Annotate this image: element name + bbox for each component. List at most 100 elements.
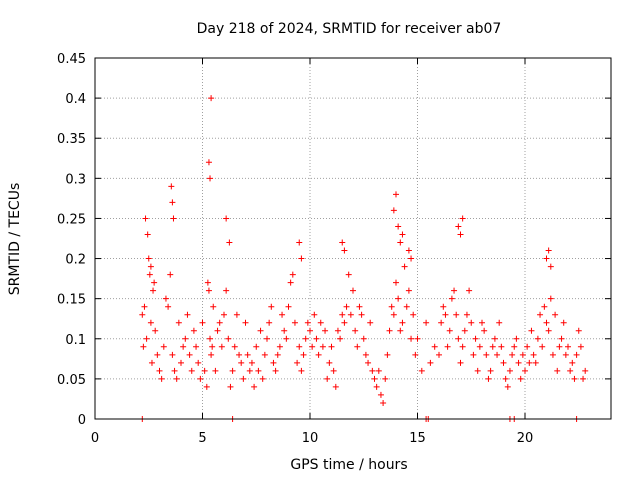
data-point bbox=[408, 335, 415, 342]
data-point bbox=[147, 319, 154, 326]
data-point bbox=[315, 351, 322, 358]
data-point bbox=[506, 367, 513, 374]
data-point bbox=[395, 295, 402, 302]
data-point bbox=[210, 303, 217, 310]
data-point bbox=[498, 343, 505, 350]
data-point bbox=[408, 255, 415, 262]
data-point bbox=[418, 367, 425, 374]
data-point bbox=[175, 319, 182, 326]
data-point bbox=[145, 255, 152, 262]
data-point bbox=[225, 335, 232, 342]
data-point bbox=[565, 343, 571, 350]
data-point bbox=[541, 303, 548, 310]
y-tick-label: 0.35 bbox=[57, 132, 86, 147]
data-point bbox=[168, 183, 175, 190]
data-point bbox=[373, 383, 380, 390]
data-point bbox=[313, 335, 320, 342]
data-point bbox=[184, 311, 191, 318]
data-point bbox=[457, 231, 464, 238]
data-point bbox=[393, 191, 399, 198]
data-point bbox=[334, 327, 341, 334]
y-tick-label: 0.25 bbox=[57, 212, 86, 227]
data-point bbox=[261, 351, 268, 358]
data-point bbox=[279, 311, 286, 318]
x-tick-label: 15 bbox=[409, 431, 426, 446]
data-point bbox=[528, 327, 535, 334]
data-point bbox=[491, 335, 498, 342]
data-point bbox=[212, 367, 219, 374]
data-point bbox=[543, 319, 550, 326]
data-point bbox=[141, 303, 148, 310]
data-point bbox=[547, 295, 554, 302]
data-point bbox=[382, 375, 389, 382]
data-point bbox=[272, 367, 279, 374]
data-point bbox=[431, 343, 438, 350]
data-point bbox=[147, 263, 154, 270]
data-point bbox=[365, 359, 372, 366]
data-point bbox=[345, 271, 352, 278]
data-point bbox=[519, 351, 526, 358]
data-point bbox=[390, 311, 397, 318]
data-point bbox=[461, 327, 468, 334]
data-point bbox=[494, 351, 501, 358]
data-point bbox=[367, 319, 374, 326]
data-point bbox=[470, 351, 477, 358]
data-point bbox=[502, 375, 509, 382]
gridlines bbox=[95, 58, 611, 419]
data-point bbox=[459, 343, 466, 350]
data-point bbox=[457, 359, 464, 366]
data-point bbox=[207, 335, 214, 342]
y-tick-label: 0.15 bbox=[57, 293, 86, 308]
data-point bbox=[170, 215, 177, 222]
data-point bbox=[253, 343, 260, 350]
data-point bbox=[251, 383, 258, 390]
data-point bbox=[534, 335, 541, 342]
data-point bbox=[414, 335, 421, 342]
data-point bbox=[577, 343, 584, 350]
data-point bbox=[556, 343, 563, 350]
data-point bbox=[240, 375, 247, 382]
data-point bbox=[405, 247, 412, 254]
data-point bbox=[377, 391, 384, 398]
data-point bbox=[337, 335, 344, 342]
data-point bbox=[341, 319, 348, 326]
data-point bbox=[360, 335, 367, 342]
data-point bbox=[362, 351, 369, 358]
data-point bbox=[285, 303, 292, 310]
data-point bbox=[294, 359, 301, 366]
data-point bbox=[530, 351, 537, 358]
data-point bbox=[397, 327, 404, 334]
data-point bbox=[322, 327, 329, 334]
y-tick-label: 0.45 bbox=[57, 52, 86, 67]
data-point bbox=[485, 375, 492, 382]
data-point bbox=[144, 231, 151, 238]
data-point bbox=[242, 319, 249, 326]
data-point bbox=[390, 207, 397, 214]
data-point bbox=[326, 359, 333, 366]
data-point bbox=[257, 327, 264, 334]
data-point bbox=[339, 239, 346, 246]
data-point bbox=[517, 375, 524, 382]
data-point bbox=[332, 383, 339, 390]
data-point bbox=[328, 343, 335, 350]
data-point bbox=[216, 319, 223, 326]
data-point bbox=[481, 327, 488, 334]
data-point bbox=[573, 351, 580, 358]
data-point bbox=[343, 303, 350, 310]
y-tick-label: 0.3 bbox=[65, 172, 86, 187]
data-point bbox=[160, 343, 167, 350]
data-point bbox=[208, 351, 215, 358]
data-point bbox=[455, 335, 462, 342]
y-tick-label: 0.05 bbox=[57, 373, 86, 388]
data-point bbox=[451, 287, 458, 294]
data-point bbox=[371, 375, 378, 382]
data-point bbox=[203, 383, 210, 390]
data-point bbox=[354, 343, 361, 350]
data-point bbox=[350, 287, 356, 294]
data-point bbox=[298, 255, 305, 262]
data-point bbox=[186, 351, 193, 358]
data-point bbox=[152, 327, 159, 334]
data-point bbox=[567, 367, 574, 374]
data-point bbox=[483, 351, 490, 358]
